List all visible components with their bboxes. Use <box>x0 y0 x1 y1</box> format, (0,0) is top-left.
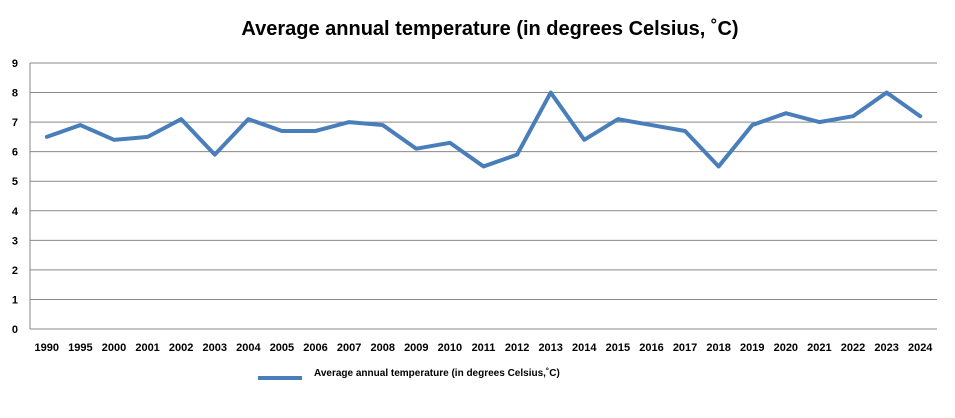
x-tick-label: 2007 <box>337 342 361 354</box>
legend-label: Average annual temperature (in degrees C… <box>314 367 560 379</box>
legend: Average annual temperature (in degrees C… <box>258 367 560 380</box>
y-tick-label: 3 <box>12 235 18 247</box>
x-tick-label: 2011 <box>472 342 496 354</box>
series-line <box>44 90 923 169</box>
x-tick-label: 2017 <box>673 342 697 354</box>
y-tick-label: 9 <box>12 58 18 70</box>
x-tick-label: 2008 <box>370 342 394 354</box>
y-tick-label: 5 <box>12 176 18 188</box>
x-tick-label: 2021 <box>807 342 831 354</box>
x-tick-label: 2020 <box>774 342 798 354</box>
x-tick-label: 2014 <box>572 342 597 354</box>
y-tick-label: 6 <box>12 147 18 159</box>
y-tick-label: 7 <box>12 117 18 129</box>
x-tick-label: 1995 <box>68 342 92 354</box>
x-tick-label: 2019 <box>740 342 764 354</box>
chart-title: Average annual temperature (in degrees C… <box>241 18 739 40</box>
x-tick-label: 2024 <box>908 342 933 354</box>
x-tick-label: 1990 <box>35 342 59 354</box>
x-tick-label: 2013 <box>538 342 562 354</box>
x-tick-label: 2012 <box>505 342 529 354</box>
y-tick-label: 1 <box>12 294 18 306</box>
x-tick-label: 2018 <box>706 342 730 354</box>
y-tick-label: 0 <box>12 324 18 336</box>
x-tick-label: 2022 <box>841 342 865 354</box>
x-tick-label: 2003 <box>203 342 227 354</box>
x-tick-label: 2023 <box>874 342 898 354</box>
x-tick-label: 2010 <box>438 342 462 354</box>
x-tick-label: 2002 <box>169 342 193 354</box>
y-tick-label: 8 <box>12 88 18 100</box>
x-tick-label: 2015 <box>606 342 630 354</box>
x-tick-label: 2006 <box>303 342 327 354</box>
y-tick-label: 2 <box>12 265 18 277</box>
x-tick-label: 2009 <box>404 342 428 354</box>
x-tick-label: 2005 <box>270 342 294 354</box>
x-tick-label: 2016 <box>639 342 663 354</box>
x-tick-label: 2001 <box>135 342 159 354</box>
x-tick-label: 2004 <box>236 342 261 354</box>
x-tick-label: 2000 <box>102 342 126 354</box>
y-tick-label: 4 <box>12 206 19 218</box>
